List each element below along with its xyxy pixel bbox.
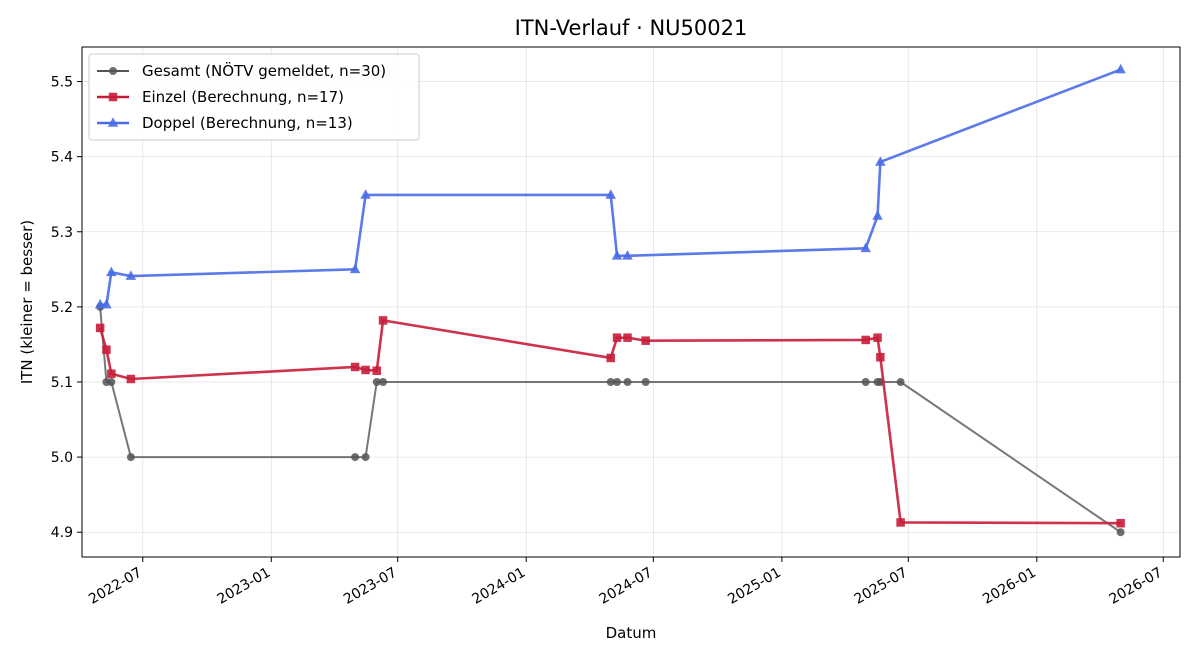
legend-marker <box>108 92 118 102</box>
data-point <box>861 377 870 386</box>
legend: Gesamt (NÖTV gemeldet, n=30) Einzel (Bere… <box>88 53 420 141</box>
data-point <box>606 377 615 386</box>
data-point <box>379 377 388 386</box>
data-point <box>107 369 116 378</box>
data-point <box>125 270 137 280</box>
legend-marker <box>109 67 117 75</box>
data-point <box>873 333 882 342</box>
data-point <box>349 263 361 274</box>
data-point <box>623 377 632 386</box>
y-tick-label: 5.4 <box>51 150 73 166</box>
data-point <box>102 345 111 354</box>
data-point <box>613 377 622 386</box>
series-square <box>95 316 1125 528</box>
y-tick-label: 5.1 <box>51 375 73 391</box>
data-point <box>896 518 905 527</box>
data-point <box>641 336 650 345</box>
data-point <box>876 352 885 362</box>
chart-title: ITN-Verlauf · NU50021 <box>515 16 748 40</box>
legend-label: Gesamt (NÖTV gemeldet, n=30) <box>142 61 386 80</box>
data-point <box>1116 528 1125 537</box>
y-tick-label: 5.3 <box>51 225 73 241</box>
data-point <box>107 377 116 386</box>
y-tick-label: 5.2 <box>51 300 73 316</box>
y-tick-label: 4.9 <box>51 525 73 541</box>
data-point <box>623 333 632 342</box>
data-point <box>605 189 616 199</box>
data-point <box>126 453 135 462</box>
data-point <box>101 298 112 309</box>
data-point <box>372 377 381 386</box>
legend-label: Einzel (Berechnung, n=17) <box>142 88 344 106</box>
legend-label: Doppel (Berechnung, n=13) <box>142 114 353 132</box>
data-point <box>351 453 360 462</box>
data-point <box>106 266 117 277</box>
legend-marker <box>107 117 119 127</box>
data-point <box>875 156 886 166</box>
legend-frame <box>88 53 420 141</box>
data-point <box>606 353 615 363</box>
data-point <box>641 377 650 386</box>
data-point <box>896 377 905 386</box>
data-point <box>1116 518 1125 528</box>
data-point <box>361 365 370 375</box>
y-axis-label: ITN (kleiner = besser) <box>18 220 36 384</box>
data-point <box>860 242 871 253</box>
data-point <box>126 374 136 384</box>
plot-frame <box>81 46 1181 558</box>
x-axis-label: Datum <box>606 624 657 642</box>
data-point <box>872 210 883 220</box>
data-point <box>350 362 360 372</box>
data-point <box>378 316 388 325</box>
data-point <box>95 323 105 333</box>
data-point <box>360 189 371 199</box>
data-point <box>361 453 370 462</box>
data-point <box>611 250 623 260</box>
data-point <box>612 333 622 342</box>
series-triangle <box>94 63 1126 309</box>
data-point <box>372 366 382 375</box>
data-point <box>861 335 870 345</box>
y-tick-label: 5.5 <box>51 75 73 91</box>
y-tick-label: 5.0 <box>51 450 73 466</box>
data-point <box>1115 63 1126 74</box>
data-point <box>622 250 633 260</box>
series-layer <box>94 63 1126 537</box>
